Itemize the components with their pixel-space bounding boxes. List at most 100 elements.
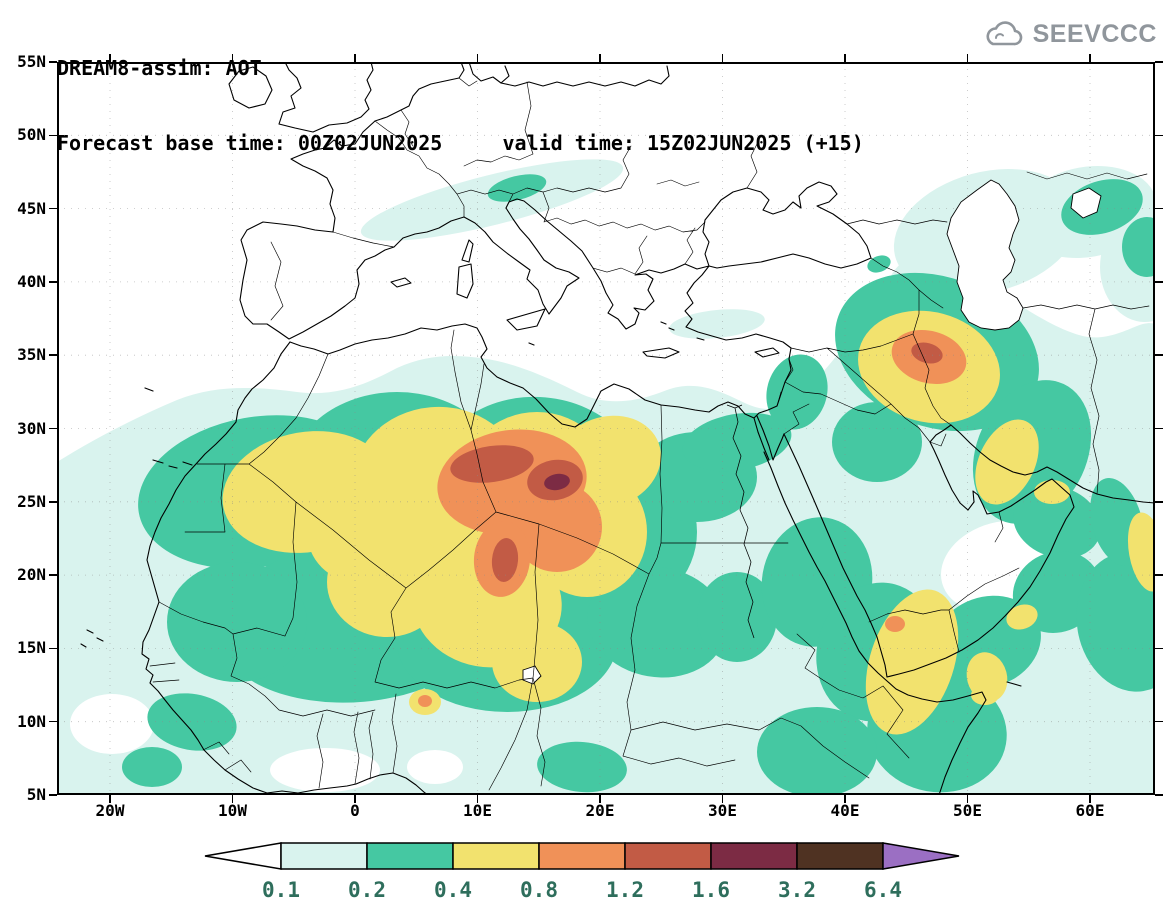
colorbar-tick-label: 1.6 <box>692 878 730 902</box>
lat-tick <box>49 281 57 283</box>
lon-tick-label: 30E <box>708 801 737 820</box>
colorbar-tick-label: 0.8 <box>520 878 558 902</box>
lon-tick <box>476 795 479 803</box>
colorbar-segment <box>710 842 798 870</box>
lon-tick <box>1089 54 1091 62</box>
lat-tick <box>49 794 57 796</box>
lon-tick <box>599 795 601 803</box>
colorbar-segment <box>452 842 540 870</box>
colorbar-tick-label: 0.2 <box>348 878 386 902</box>
lon-tick <box>354 54 356 62</box>
lat-tick <box>49 207 57 210</box>
lon-tick-label: 50E <box>953 801 982 820</box>
colorbar-tick-label: 6.4 <box>864 878 902 902</box>
lon-tick-label: 10E <box>463 801 492 820</box>
islands <box>80 239 1022 687</box>
coastline-north-sea-baltic <box>374 62 670 122</box>
cloud-icon <box>986 21 1022 46</box>
lon-tick <box>721 795 724 803</box>
lon-tick <box>844 795 846 803</box>
lat-tick <box>1155 281 1163 283</box>
coastline-ireland <box>228 66 273 109</box>
colorbar-segment <box>796 842 884 870</box>
coastline-britain <box>278 62 374 133</box>
coastline-black-sea <box>702 181 872 269</box>
plot-header: DREAM8-assim: AOT Forecast base time: 00… <box>57 6 864 206</box>
lon-tick <box>966 54 969 62</box>
lon-tick-label: 10W <box>218 801 247 820</box>
lat-tick <box>49 647 57 650</box>
lat-tick-label: 20N <box>17 565 46 585</box>
lat-tick <box>49 720 57 723</box>
coastline-west-africa <box>141 341 430 795</box>
lat-tick <box>1155 134 1163 137</box>
lat-tick-label: 5N <box>26 785 46 804</box>
aot-contour-map <box>57 62 1155 795</box>
lat-tick-label: 30N <box>17 418 46 438</box>
lon-tick-label: 20E <box>585 801 615 820</box>
lon-tick <box>109 795 111 803</box>
map-border-frame <box>57 62 1155 795</box>
lon-tick <box>1089 795 1091 803</box>
lat-tick <box>1155 647 1163 650</box>
lon-tick-label: 20W <box>95 801 125 820</box>
lon-tick <box>354 795 356 803</box>
lon-tick <box>844 54 846 62</box>
coastline-west-europe <box>239 120 465 340</box>
lat-tick <box>1155 720 1163 723</box>
aral-sea <box>1070 187 1102 219</box>
colorbar-tick-label: 0.1 <box>262 878 300 902</box>
lon-tick <box>476 54 479 62</box>
lat-tick <box>1155 354 1163 356</box>
lat-tick-label: 15N <box>17 638 46 658</box>
colorbar-tick-label: 1.2 <box>606 878 644 902</box>
borders-middle-east <box>776 171 1150 653</box>
colorbar-segment <box>280 842 368 870</box>
lon-tick <box>231 795 234 803</box>
lat-tick <box>49 134 57 137</box>
colorbar-segment <box>538 842 626 870</box>
lat-tick-label: 50N <box>17 125 46 145</box>
lat-tick <box>49 61 57 63</box>
lat-tick <box>49 574 57 576</box>
lat-tick <box>49 354 57 356</box>
lon-tick-label: 60E <box>1075 801 1105 820</box>
lon-tick <box>231 54 234 62</box>
coastline-mediterranean <box>289 198 792 428</box>
lat-tick <box>1155 501 1163 503</box>
colorbar-segment <box>366 842 454 870</box>
lat-tick <box>1155 207 1163 210</box>
plot-title: DREAM8-assim: AOT <box>57 56 262 80</box>
borders-africa <box>149 329 910 791</box>
lon-tick <box>721 54 724 62</box>
lat-tick <box>49 427 57 430</box>
logo-text: SEEVCCC <box>1032 19 1157 48</box>
lat-tick-label: 10N <box>17 711 46 731</box>
lat-tick-label: 55N <box>17 52 46 71</box>
lat-tick <box>1155 794 1163 796</box>
coastline-arabia-gulf <box>783 424 1155 678</box>
lon-tick-label: 0 <box>350 801 360 820</box>
colorbar-segment <box>624 842 712 870</box>
plot-subtitle: Forecast base time: 00Z02JUN2025 valid t… <box>57 131 864 155</box>
colorbar-tick-label: 0.4 <box>434 878 472 902</box>
colorbar-under-arrow <box>204 842 282 870</box>
lat-tick <box>49 501 57 503</box>
lon-tick-label: 40E <box>830 801 860 820</box>
lat-tick <box>1155 427 1163 430</box>
lat-tick-label: 40N <box>17 271 46 291</box>
lat-tick <box>1155 61 1163 63</box>
nile-river <box>726 404 755 639</box>
lat-tick-label: 25N <box>17 491 46 511</box>
borders-europe <box>270 77 760 321</box>
aot-holes-below-0.1 <box>70 520 1064 792</box>
seevccc-logo: SEEVCCC <box>980 18 1157 50</box>
colorbar-labels: 0.1 0.2 0.4 0.8 1.2 1.6 3.2 6.4 <box>203 878 961 905</box>
coastline-sinai <box>753 415 785 461</box>
colorbar-bar <box>203 842 961 875</box>
colorbar-tick-label: 3.2 <box>778 878 816 902</box>
lon-tick <box>599 54 601 62</box>
lon-tick <box>966 795 969 803</box>
lake-chad <box>522 665 542 685</box>
